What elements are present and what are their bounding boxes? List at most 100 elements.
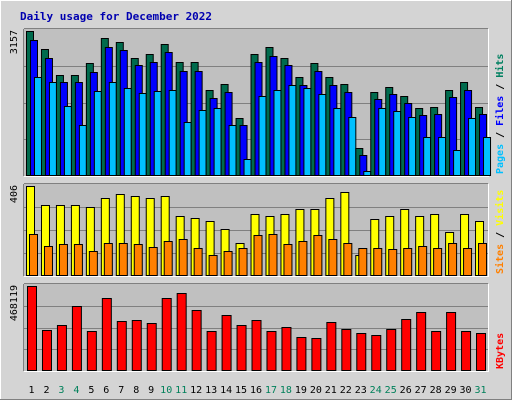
legend-entry: KBytes bbox=[495, 333, 506, 369]
legend-entry: Visits bbox=[494, 190, 506, 226]
bar-pages-day-17 bbox=[273, 90, 282, 176]
bar-sites-day-1 bbox=[29, 234, 38, 276]
bar-kbytes-day-3 bbox=[56, 325, 67, 371]
bar-pages-day-16 bbox=[258, 96, 267, 176]
x-tick-label: 7 bbox=[118, 385, 124, 396]
x-tick-label: 27 bbox=[415, 385, 427, 396]
bar-kbytes-day-5 bbox=[86, 331, 97, 371]
bar-sites-day-22 bbox=[343, 243, 353, 276]
bar-pages-day-14 bbox=[228, 125, 237, 176]
x-tick-label: 24 bbox=[370, 385, 382, 396]
y-max-label: 406 bbox=[9, 185, 20, 203]
x-tick-label: 3 bbox=[58, 385, 64, 396]
bar-sites-day-26 bbox=[403, 248, 413, 276]
legend-entry: / bbox=[495, 78, 506, 96]
bar-kbytes-day-21 bbox=[326, 322, 337, 371]
bar-pages-day-19 bbox=[303, 88, 312, 176]
x-tick-label: 15 bbox=[235, 385, 247, 396]
x-tick-label: 6 bbox=[103, 385, 109, 396]
panel-visits-sites: 406 Sites / Visits bbox=[9, 183, 506, 277]
bar-sites-day-25 bbox=[388, 249, 398, 276]
bar-pages-day-5 bbox=[93, 91, 102, 176]
bar-sites-day-12 bbox=[193, 248, 203, 276]
bar-pages-day-30 bbox=[468, 118, 477, 176]
bar-kbytes-day-4 bbox=[71, 306, 82, 371]
bar-pages-day-12 bbox=[198, 110, 207, 176]
x-tick-label: 10 bbox=[160, 385, 172, 396]
x-tick-label: 14 bbox=[220, 385, 232, 396]
bar-sites-day-3 bbox=[58, 244, 68, 276]
x-tick-label: 19 bbox=[295, 385, 307, 396]
bar-kbytes-day-27 bbox=[416, 312, 427, 371]
x-axis-labels: 1 2 3 4 5 6 7 8 9 10 11 12 13 14 15 16 17 18 19 20 21 22 23 24 2… bbox=[28, 385, 486, 396]
x-tick-label: 4 bbox=[73, 385, 79, 396]
panel-hits-files-pages: 3157 Pages / Files / Hits bbox=[9, 28, 506, 177]
bar-sites-day-27 bbox=[418, 246, 428, 276]
x-tick-label: 12 bbox=[190, 385, 202, 396]
legend-entry: Sites bbox=[494, 244, 506, 274]
bar-kbytes-day-12 bbox=[191, 310, 202, 371]
bar-kbytes-day-2 bbox=[41, 330, 52, 371]
bar-kbytes-day-19 bbox=[296, 337, 307, 371]
bar-sites-day-14 bbox=[223, 251, 233, 276]
bar-pages-day-26 bbox=[408, 117, 417, 176]
bar-kbytes-day-7 bbox=[116, 321, 127, 371]
bar-kbytes-day-18 bbox=[281, 327, 292, 371]
x-tick-label: 22 bbox=[340, 385, 352, 396]
bar-kbytes-day-14 bbox=[221, 315, 232, 371]
bar-kbytes-day-22 bbox=[341, 329, 352, 371]
bar-kbytes-day-10 bbox=[161, 298, 172, 371]
bar-kbytes-day-26 bbox=[401, 319, 412, 371]
bar-sites-day-19 bbox=[298, 241, 308, 276]
bar-pages-day-24 bbox=[378, 108, 387, 176]
bar-sites-day-28 bbox=[433, 248, 443, 276]
bar-sites-day-6 bbox=[103, 243, 113, 276]
bar-pages-day-22 bbox=[348, 117, 357, 176]
x-tick-label: 1 bbox=[28, 385, 34, 396]
bar-pages-day-1 bbox=[34, 77, 42, 176]
bar-sites-day-24 bbox=[373, 248, 383, 276]
bar-pages-day-25 bbox=[393, 111, 402, 176]
bar-sites-day-4 bbox=[73, 244, 83, 276]
x-tick-label: 11 bbox=[175, 385, 187, 396]
bar-pages-day-13 bbox=[213, 108, 222, 176]
bar-pages-day-4 bbox=[78, 125, 87, 176]
bar-kbytes-day-1 bbox=[27, 286, 37, 371]
bar-pages-day-10 bbox=[168, 90, 177, 176]
x-tick-label: 26 bbox=[400, 385, 412, 396]
x-tick-label: 20 bbox=[310, 385, 322, 396]
bar-sites-day-30 bbox=[463, 248, 473, 276]
x-tick-label: 2 bbox=[43, 385, 49, 396]
bar-kbytes-day-20 bbox=[311, 338, 322, 371]
bar-pages-day-27 bbox=[423, 137, 432, 176]
bar-kbytes-day-6 bbox=[101, 298, 112, 371]
bar-sites-day-10 bbox=[163, 241, 173, 276]
x-tick-label: 16 bbox=[250, 385, 262, 396]
legend-entry: / bbox=[495, 226, 506, 244]
bar-kbytes-day-17 bbox=[266, 331, 277, 371]
bar-pages-day-31 bbox=[483, 137, 492, 176]
bar-kbytes-day-30 bbox=[461, 331, 472, 371]
bar-kbytes-day-16 bbox=[251, 320, 262, 371]
series-legend: Sites / Visits bbox=[494, 190, 506, 274]
bar-sites-day-7 bbox=[118, 243, 128, 276]
chart-panels: 3157 Pages / Files / Hits 406 Sites / Visit… bbox=[9, 28, 506, 372]
panel-kbytes: 468119 KBytes bbox=[9, 283, 506, 372]
x-tick-label: 25 bbox=[385, 385, 397, 396]
bar-pages-day-11 bbox=[183, 122, 192, 176]
x-tick-label: 9 bbox=[148, 385, 154, 396]
legend-entry: Files bbox=[494, 96, 506, 126]
legend-entry: Pages bbox=[495, 144, 506, 174]
bar-sites-day-8 bbox=[133, 244, 143, 276]
y-max-label: 3157 bbox=[9, 30, 20, 54]
bar-sites-day-9 bbox=[148, 247, 158, 276]
bar-sites-day-2 bbox=[43, 246, 53, 276]
bar-pages-day-7 bbox=[123, 88, 132, 176]
bar-pages-day-6 bbox=[108, 82, 117, 176]
bar-sites-day-20 bbox=[313, 235, 323, 276]
bar-pages-day-18 bbox=[288, 85, 297, 176]
bar-pages-day-20 bbox=[318, 94, 327, 176]
bar-pages-day-8 bbox=[138, 93, 147, 176]
x-tick-label: 21 bbox=[325, 385, 337, 396]
